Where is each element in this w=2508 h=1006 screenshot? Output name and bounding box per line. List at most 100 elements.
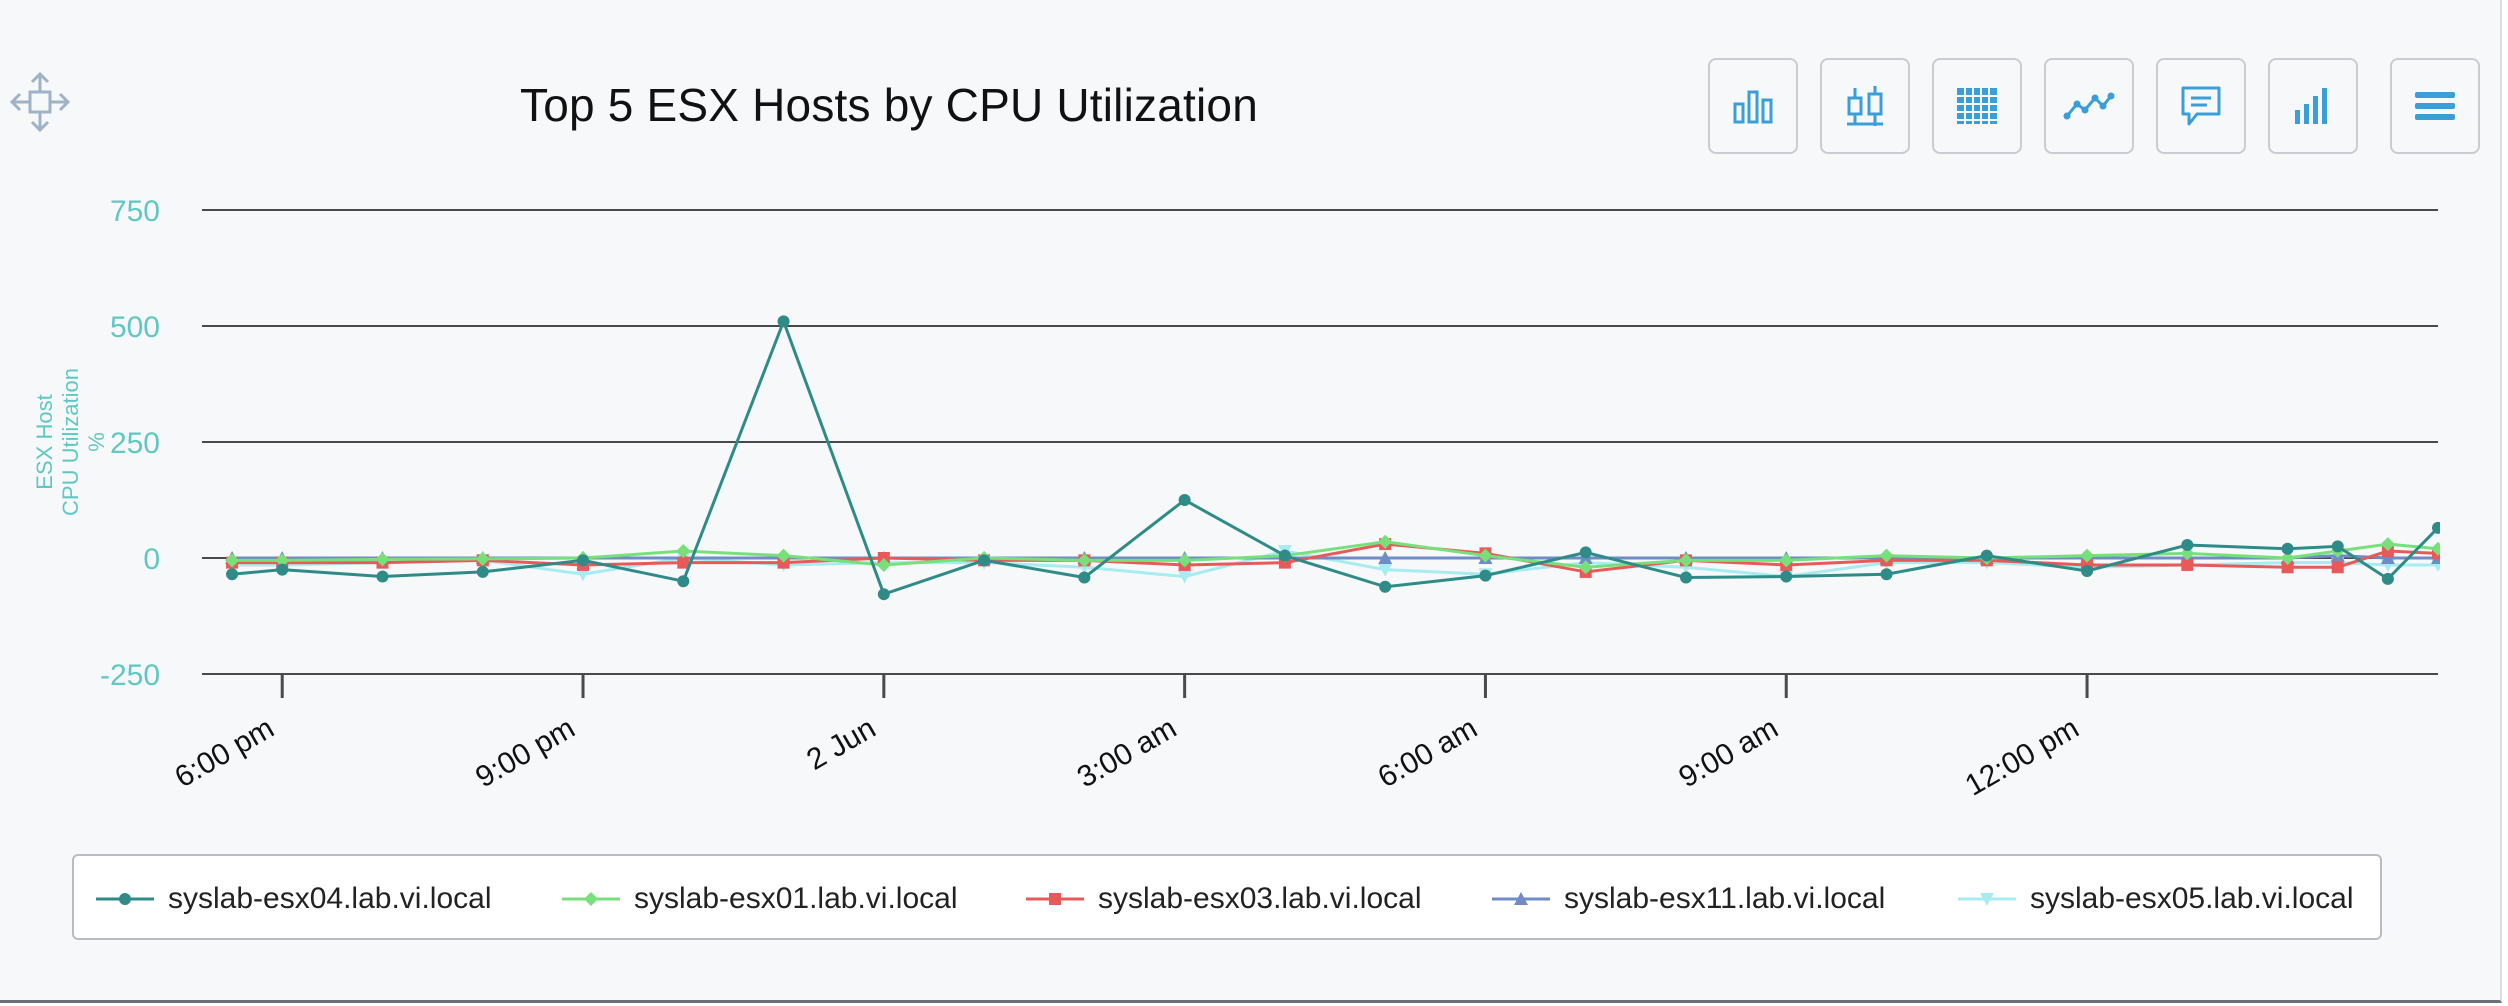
legend-item[interactable]: syslab-esx04.lab.vi.local [96,856,491,942]
data-point [1478,548,1493,563]
data-point [119,893,131,905]
bar-chart-icon [1733,90,1773,124]
data-point [1049,893,1061,905]
data-point [275,553,290,568]
data-point [1177,553,1192,568]
x-tick-label: 12:00 pm [1960,711,2085,802]
move-handle-icon[interactable] [8,70,72,134]
data-point [2081,564,2094,577]
x-tick-label: 2 Jun [801,711,881,776]
data-point [978,554,991,567]
line-chart-button[interactable] [2044,58,2134,154]
line-chart: 750 500 250 0 -250 ESX HostCPU Utilization% 6:… [32,195,2440,803]
data-point [1178,494,1191,506]
data-point [577,554,590,567]
legend-label: syslab-esx05.lab.vi.local [2030,882,2354,915]
data-point [225,553,240,568]
y-tick-label: -250 [100,659,160,692]
y-tick-label: 0 [143,543,160,576]
y-tick-label: 750 [110,195,160,228]
data-point [1514,892,1528,905]
legend-item[interactable]: syslab-esx05.lab.vi.local [1958,856,2353,942]
data-point [1579,546,1592,559]
data-point [1177,570,1192,584]
data-point [2380,537,2395,552]
legend-label: syslab-esx01.lab.vi.local [634,882,958,915]
data-point [2080,548,2095,563]
hamburger-menu-button[interactable] [2390,58,2480,154]
y-tick-label: 250 [110,427,160,460]
data-point [677,575,690,588]
x-tick-label: 9:00 am [1673,711,1783,794]
legend-item[interactable]: syslab-esx01.lab.vi.local [562,856,957,942]
data-point [475,551,490,566]
data-point [2181,539,2194,552]
data-point [375,552,390,567]
data-point [1078,571,1091,584]
legend-swatch-icon [1026,893,1084,905]
data-point [676,544,691,559]
data-point [2380,551,2395,564]
legend-label: syslab-esx04.lab.vi.local [168,882,492,915]
candlestick-icon [1847,86,1883,126]
data-point [476,565,489,578]
legend-label: syslab-esx11.lab.vi.local [1564,882,1886,915]
data-point [1780,570,1793,583]
data-point [677,556,690,569]
signal-bars-button[interactable] [2268,58,2358,154]
series-syslab-esx04.lab.vi.local [226,315,2440,601]
data-point [2281,542,2294,555]
hamburger-menu-icon [2415,92,2455,120]
x-tick-label: 6:00 pm [169,711,279,794]
y-axis-title-line: % [84,432,109,452]
x-tick-label: 9:00 pm [470,711,580,794]
data-point [1378,551,1393,564]
data-point [1378,563,1393,577]
x-tick-label: 6:00 am [1373,711,1483,794]
data-point [226,568,239,581]
y-axis-title-line: CPU Utilization [58,368,83,516]
data-point [2181,558,2194,571]
data-point [1880,568,1893,581]
chart-title: Top 5 ESX Hosts by CPU Utilization [520,79,1258,131]
data-point [776,548,791,563]
data-point [1980,549,1993,562]
data-point [1879,548,1894,563]
data-point [376,570,389,583]
y-axis-title: ESX HostCPU Utilization% [32,368,109,516]
data-point [2331,540,2344,553]
comment-icon [2181,86,2221,126]
candlestick-button[interactable] [1820,58,1910,154]
data-point [276,563,289,576]
data-point [2381,572,2394,585]
data-point [1779,553,1794,568]
data-point [2431,541,2440,556]
line-chart-icon [2063,92,2115,120]
data-point [1479,569,1492,582]
legend-swatch-icon [1492,892,1550,905]
data-point [1379,580,1392,593]
data-point [576,568,591,582]
data-point [2281,561,2294,574]
legend-item[interactable]: syslab-esx03.lab.vi.local [1026,856,1421,942]
data-point [2331,561,2344,574]
legend-swatch-icon [96,893,154,905]
legend-swatch-icon [1958,893,2016,906]
legend-swatch-icon [562,892,620,906]
comment-button[interactable] [2156,58,2246,154]
data-point [2432,521,2440,534]
legend-item[interactable]: syslab-esx11.lab.vi.local [1492,856,1885,942]
table-grid-button[interactable] [1932,58,2022,154]
data-point [1378,534,1393,549]
table-grid-icon [1957,88,1997,124]
data-point [1278,549,1291,562]
data-point [877,588,890,601]
y-axis-title-line: ESX Host [32,394,57,489]
data-point [584,892,598,906]
data-point [1980,893,1994,906]
data-point [1578,560,1593,575]
data-point [777,315,790,328]
bar-chart-button[interactable] [1708,58,1798,154]
data-point [1678,553,1693,568]
